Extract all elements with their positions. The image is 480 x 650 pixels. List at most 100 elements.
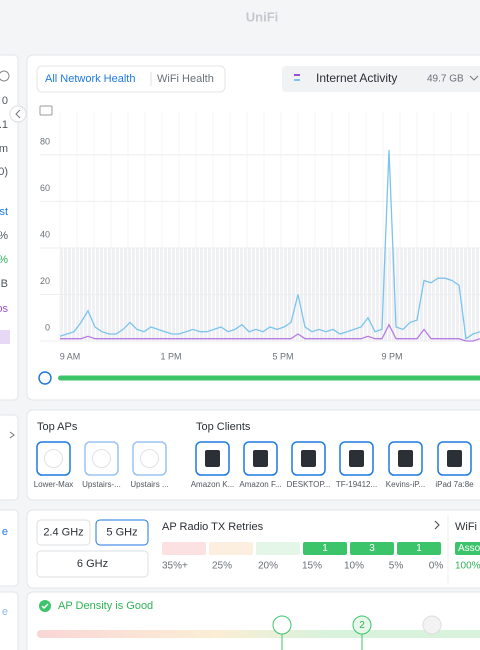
tile-label: Amazon K...	[191, 480, 235, 489]
retries: 1 3 1 35%+ 25% 20% 15% 10% 5% 0%	[162, 542, 443, 572]
retry-segment	[350, 542, 394, 555]
app-title: UniFi	[246, 9, 279, 24]
x-tick-label: 5 PM	[272, 351, 293, 361]
tile-label: Amazon F...	[239, 480, 281, 489]
wan-icon	[38, 371, 52, 385]
side-text: os	[0, 303, 8, 315]
retry-scale: 25%	[212, 561, 232, 572]
retry-scale: 35%+	[162, 561, 188, 572]
series-line	[59, 150, 480, 340]
retry-scale: 15%	[302, 561, 322, 572]
ap-tile[interactable]	[132, 441, 167, 476]
client-icon	[301, 450, 316, 467]
client-icon	[447, 450, 462, 467]
chevron	[469, 75, 479, 81]
client-icon	[398, 450, 413, 467]
band-label: 5 GHz	[106, 526, 137, 538]
plot: 0 20 40 60 80 9 AM 1 PM 5 PM 9 PM	[40, 112, 480, 361]
ap-tile[interactable]	[36, 441, 71, 476]
tile-label: DESKTOP...	[287, 480, 331, 489]
band-button[interactable]	[36, 519, 91, 546]
uptime-bar	[58, 375, 480, 381]
tile-label: Lower-Max	[34, 480, 74, 489]
wifi-title: WiFi C	[455, 521, 480, 533]
band-label: 6 GHz	[77, 558, 108, 570]
y-tick-label: 20	[40, 276, 50, 286]
tab[interactable]: WiFi Health	[157, 73, 214, 85]
side-chart	[0, 330, 10, 344]
band-button[interactable]	[36, 550, 149, 578]
density-status: AP Density is Good	[58, 600, 153, 612]
retry-count: 1	[322, 543, 328, 554]
ap-icon	[140, 449, 159, 468]
health-card	[26, 54, 480, 401]
chart-icon	[39, 105, 53, 116]
side-text: 0	[2, 95, 8, 107]
side-link[interactable]: e	[2, 526, 8, 538]
density-marker	[352, 615, 372, 635]
client-icon	[205, 450, 220, 467]
retry-segment	[209, 542, 253, 555]
tile-label: Upstairs-...	[82, 480, 121, 489]
retry-scale: 10%	[344, 561, 364, 572]
x-tick-label: 9 AM	[60, 351, 81, 361]
marker-label: 2	[359, 620, 365, 631]
side-card	[0, 54, 19, 401]
wifi-pill	[455, 542, 480, 555]
band-label: 2.4 GHz	[43, 526, 83, 538]
section-title: Top Clients	[196, 421, 251, 433]
wifi-value: 100%	[455, 561, 480, 572]
side-card	[0, 591, 19, 650]
legend-icon	[294, 79, 300, 81]
dropdown-total: 49.7 GB	[427, 74, 464, 85]
retry-segment	[256, 542, 300, 555]
side-text: st	[0, 206, 8, 218]
side-text: m	[0, 143, 8, 155]
ap-icon	[92, 449, 111, 468]
density-marker	[272, 615, 292, 635]
retries-title: AP Radio TX Retries	[162, 521, 264, 533]
retry-segment	[162, 542, 206, 555]
wifi-status: Asso	[458, 543, 480, 554]
retry-count: 3	[369, 543, 375, 554]
retry-scale: 5%	[389, 561, 404, 572]
legend-icon	[294, 74, 300, 76]
retry-scale: 20%	[258, 561, 278, 572]
client-icon	[349, 450, 364, 467]
series-line	[60, 323, 480, 342]
side-text: %	[0, 230, 8, 242]
band-button-active[interactable]	[95, 519, 149, 546]
section-title: Top APs	[37, 421, 78, 433]
density-marker	[422, 615, 442, 635]
dropdown-label: Internet Activity	[316, 71, 397, 85]
tab-active[interactable]: All Network Health	[45, 73, 135, 85]
side-card	[0, 414, 19, 501]
ap-tile[interactable]	[84, 441, 119, 476]
tab-group	[36, 65, 226, 93]
y-tick-label: 40	[40, 229, 50, 239]
y-tick-label: 80	[40, 136, 50, 146]
side-text: .1	[0, 119, 8, 131]
retry-count: 1	[416, 543, 422, 554]
collapse-icon	[15, 109, 21, 119]
y-tick-label: 60	[40, 183, 50, 193]
chevron[interactable]	[434, 520, 440, 530]
tile-label: Kevins-iP...	[386, 480, 425, 489]
retry-segment	[303, 542, 347, 555]
tile-label: Upstairs ...	[130, 480, 168, 489]
side-text: %	[0, 254, 8, 266]
header-bar	[0, 0, 480, 38]
side-link[interactable]: e	[2, 606, 8, 618]
density-bar	[37, 630, 480, 638]
side-text: B	[1, 278, 8, 290]
collapse-button[interactable]	[9, 105, 27, 123]
client-icon	[253, 450, 268, 467]
x-tick-label: 1 PM	[160, 351, 181, 361]
chevron	[9, 431, 15, 439]
tiles: Lower-Max Upstairs-... Upstairs ... Amazon …	[34, 441, 474, 489]
retry-segment	[397, 542, 441, 555]
activity-dropdown[interactable]	[282, 66, 480, 92]
side-icon	[0, 70, 10, 82]
